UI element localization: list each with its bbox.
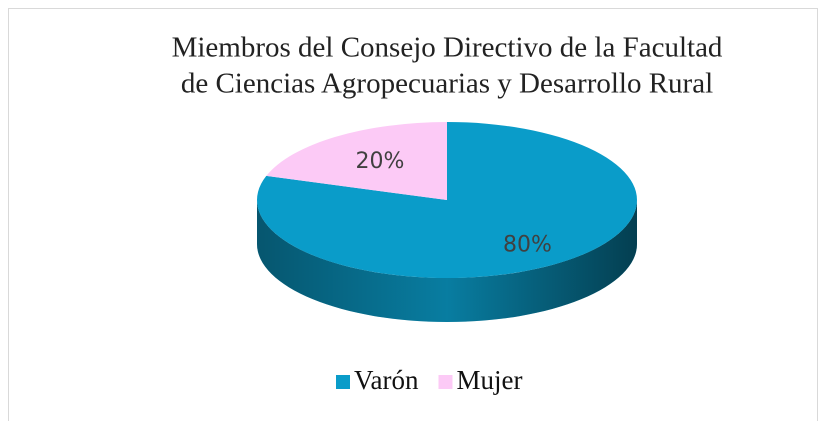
slice-side-shade [257,200,637,322]
chart-title: Miembros del Consejo Directivo de la Fac… [172,32,723,64]
chart-border [8,8,818,421]
data-label: 20% [356,149,405,174]
chart-title: de Ciencias Agropecuarias y Desarrollo R… [181,68,713,100]
legend-swatch [438,375,453,389]
data-label: 80% [503,232,552,257]
legend-swatch [336,375,350,389]
slice [266,122,447,200]
legend-label: Mujer [456,365,522,395]
legend-label: Varón [354,365,419,395]
